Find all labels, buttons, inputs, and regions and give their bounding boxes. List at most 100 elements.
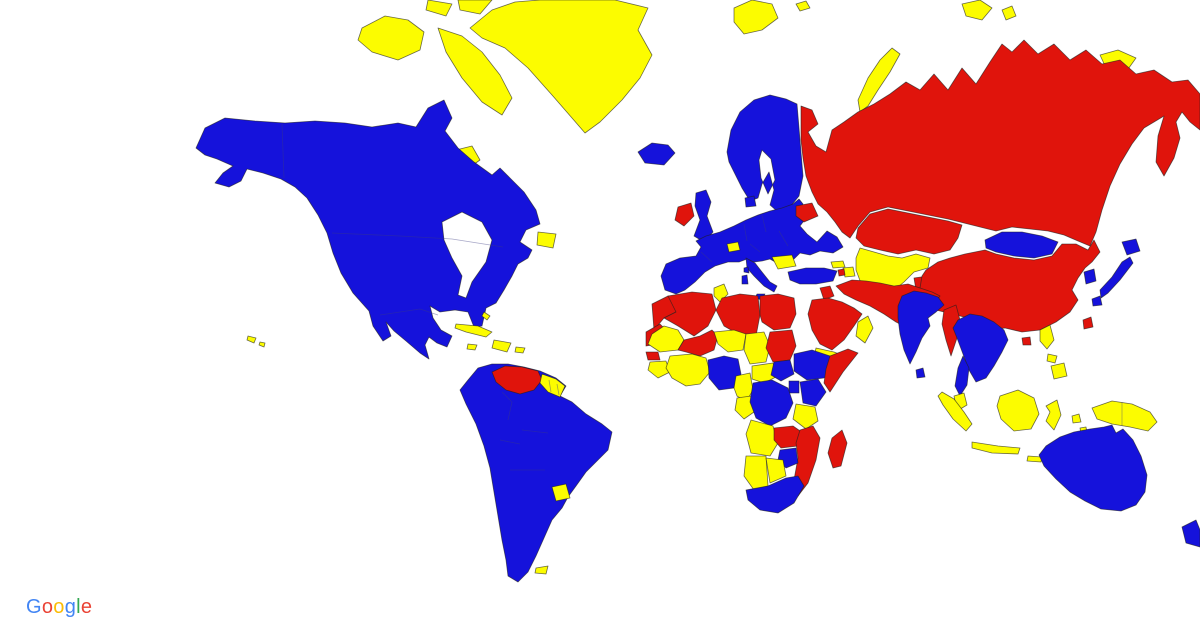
region-switzerland — [726, 241, 741, 253]
region-egypt — [759, 293, 797, 331]
region-niger — [713, 329, 747, 353]
region-philippines — [1039, 324, 1055, 350]
region-senegal — [645, 351, 661, 361]
region-somalia — [823, 348, 859, 393]
region-cuba — [454, 323, 493, 338]
region-borneo — [996, 389, 1040, 432]
region-uganda — [788, 380, 800, 394]
border-us-mexico — [379, 308, 439, 316]
region-namibia — [743, 455, 769, 491]
region-jamaica — [466, 343, 478, 351]
region-arctic-canada — [357, 15, 425, 61]
region-united-kingdom — [693, 189, 714, 243]
region-south-america — [459, 363, 613, 583]
region-sumatra — [937, 391, 973, 432]
region-central-african-republic — [751, 362, 779, 384]
region-botswana — [765, 457, 787, 484]
region-corsica — [743, 266, 750, 274]
google-logo-letter: l — [76, 596, 81, 618]
region-new-zealand — [1181, 519, 1200, 548]
region-chad — [743, 331, 771, 365]
region-levant — [819, 285, 835, 301]
region-japan — [1091, 295, 1103, 307]
border-guianas-internal — [548, 379, 560, 396]
region-algeria — [663, 291, 717, 337]
region-south-korea — [1083, 268, 1097, 285]
region-oman — [855, 315, 874, 344]
region-newfoundland — [536, 231, 557, 249]
region-central-asia — [855, 247, 931, 293]
region-kenya — [799, 378, 827, 407]
region-russia — [800, 39, 1200, 247]
region-arctic-canada — [425, 0, 453, 17]
region-arctic-canada — [437, 27, 513, 116]
google-logo-letter: e — [80, 596, 93, 618]
region-italy — [745, 257, 778, 293]
region-europe-mainland — [660, 198, 844, 295]
region-north-america — [195, 99, 541, 360]
border-us-canada — [331, 232, 504, 248]
region-guianas — [539, 373, 566, 398]
region-severnaya-zemlya — [961, 0, 993, 21]
region-japan — [1099, 256, 1134, 299]
border-europe-internal — [700, 214, 789, 263]
region-hawaii — [246, 335, 257, 344]
region-armenia — [837, 268, 846, 277]
region-hawaii — [258, 341, 266, 348]
border-south-america-internal — [499, 391, 549, 471]
region-turkey — [787, 267, 838, 285]
region-sulawesi — [1045, 399, 1062, 431]
region-new-guinea — [1091, 400, 1158, 432]
region-moluccas — [1071, 413, 1082, 424]
region-indochina — [952, 313, 1009, 383]
region-falklands — [534, 565, 549, 575]
region-scandinavia — [726, 94, 804, 213]
region-south-sudan — [770, 359, 795, 382]
region-mozambique — [793, 425, 821, 497]
region-gabon-congo — [734, 395, 755, 420]
region-uruguay — [551, 483, 571, 502]
region-philippines — [1050, 362, 1068, 380]
google-logo-letter: o — [41, 596, 54, 618]
region-bulgaria — [771, 254, 797, 270]
region-kazakhstan — [855, 208, 963, 255]
region-java — [971, 441, 1021, 455]
region-india — [897, 290, 945, 365]
region-japan — [1121, 238, 1141, 256]
region-west-africa — [665, 353, 711, 387]
region-georgia — [830, 260, 846, 269]
region-iceland — [637, 142, 676, 166]
region-sudan — [765, 329, 797, 363]
region-hispaniola — [491, 339, 512, 353]
region-svalbard — [733, 0, 779, 35]
region-franz-josef — [795, 0, 811, 12]
region-belarus — [795, 202, 819, 223]
region-taiwan — [1082, 316, 1094, 330]
region-bahamas — [481, 311, 491, 321]
region-tanzania — [792, 403, 819, 430]
region-myanmar — [941, 304, 961, 357]
region-mongolia — [984, 231, 1059, 259]
border-alaska-canada — [281, 123, 285, 179]
region-mali — [677, 329, 719, 357]
google-logo-letter: G — [26, 596, 42, 618]
region-madagascar — [827, 429, 848, 469]
region-dr-congo — [749, 379, 794, 427]
region-guinea — [647, 360, 671, 379]
region-wrangel-island — [1001, 5, 1017, 21]
region-hainan — [1021, 336, 1032, 346]
region-sardinia — [741, 274, 749, 285]
google-logo-letter: g — [64, 596, 77, 618]
region-arctic-canada — [457, 0, 493, 15]
region-libya — [715, 293, 761, 337]
google-logo-letter: o — [53, 596, 65, 618]
google-logo[interactable]: Google — [26, 596, 92, 619]
region-sri-lanka — [915, 367, 926, 379]
region-denmark — [744, 195, 757, 208]
region-venezuela — [491, 365, 543, 395]
region-australia — [1038, 424, 1148, 512]
region-angola — [745, 419, 779, 457]
region-puerto-rico — [514, 346, 526, 354]
